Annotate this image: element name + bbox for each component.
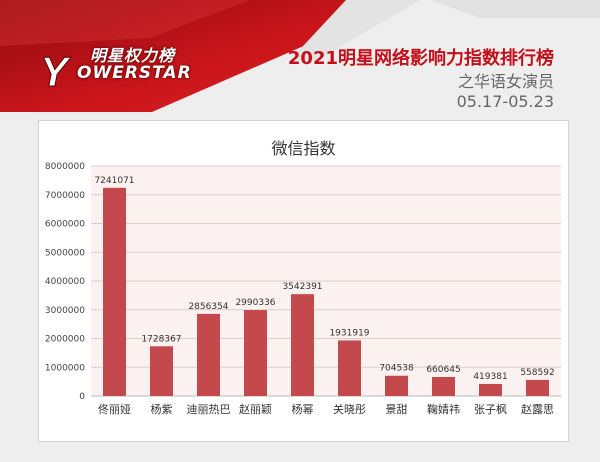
data-label: 1728367 [141, 334, 181, 344]
bar-8 [479, 383, 502, 396]
y-tick-label: 8000000 [45, 162, 85, 172]
logo-en-text: OWERSTAR [77, 63, 192, 83]
page-subtitle: 之华语女演员 [457, 72, 554, 91]
red-header-shape [0, 0, 365, 112]
x-tick-label: 关晓彤 [333, 402, 366, 416]
y-tick-label: 4000000 [45, 277, 85, 287]
bar-0 [103, 187, 126, 396]
data-label: 704538 [379, 364, 414, 374]
data-label: 3542391 [282, 282, 322, 292]
x-tick-label: 佟丽娅 [98, 402, 131, 416]
logo-cn-text: 明星权力榜 [90, 46, 176, 65]
data-label: 558592 [520, 368, 554, 378]
data-label: 1931919 [329, 328, 369, 338]
red-header-highlight [0, 0, 250, 46]
y-tick-label: 7000000 [45, 191, 85, 201]
page-title: 2021明星网络影响力指数排行榜 [287, 48, 554, 69]
gray-accent [430, 0, 600, 18]
x-tick-label: 杨幂 [292, 402, 314, 416]
bar-3 [244, 310, 267, 396]
bar-5 [338, 340, 361, 396]
y-tick-label: 5000000 [45, 248, 85, 258]
bar-9 [526, 379, 549, 396]
x-tick-label: 景甜 [386, 403, 408, 416]
data-label: 2990336 [235, 298, 275, 308]
bar-4 [291, 294, 314, 396]
data-label: 660645 [426, 365, 460, 375]
bar-6 [385, 375, 408, 396]
x-tick-label: 赵露思 [521, 402, 554, 416]
logo-mark: Y [40, 48, 72, 95]
data-label: 2856354 [188, 302, 228, 312]
chart-panel: 微信指数 0 1000000 2000000 3000000 4000000 500000… [38, 120, 569, 442]
y-tick-label: 3000000 [45, 306, 85, 316]
x-tick-label: 赵丽颖 [239, 402, 272, 416]
bar-7 [432, 377, 455, 396]
x-tick-label: 杨紫 [151, 402, 173, 416]
bar-chart: 0 1000000 2000000 3000000 4000000 5000000 6000… [45, 162, 561, 416]
y-tick-label: 2000000 [45, 335, 85, 345]
chart-title: 微信指数 [271, 139, 336, 158]
y-tick-label: 0 [79, 392, 85, 402]
bar-1 [150, 346, 173, 396]
gray-stripe [290, 0, 420, 60]
x-tick-label: 迪丽热巴 [187, 403, 231, 416]
date-range: 05.17-05.23 [456, 92, 554, 111]
x-tick-label: 张子枫 [474, 402, 507, 416]
data-label: 7241071 [94, 176, 134, 186]
y-tick-label: 1000000 [45, 363, 85, 373]
x-tick-label: 鞠婧祎 [427, 402, 460, 416]
bar-2 [197, 313, 220, 396]
data-label: 419381 [473, 372, 507, 382]
y-tick-label: 6000000 [45, 220, 85, 230]
